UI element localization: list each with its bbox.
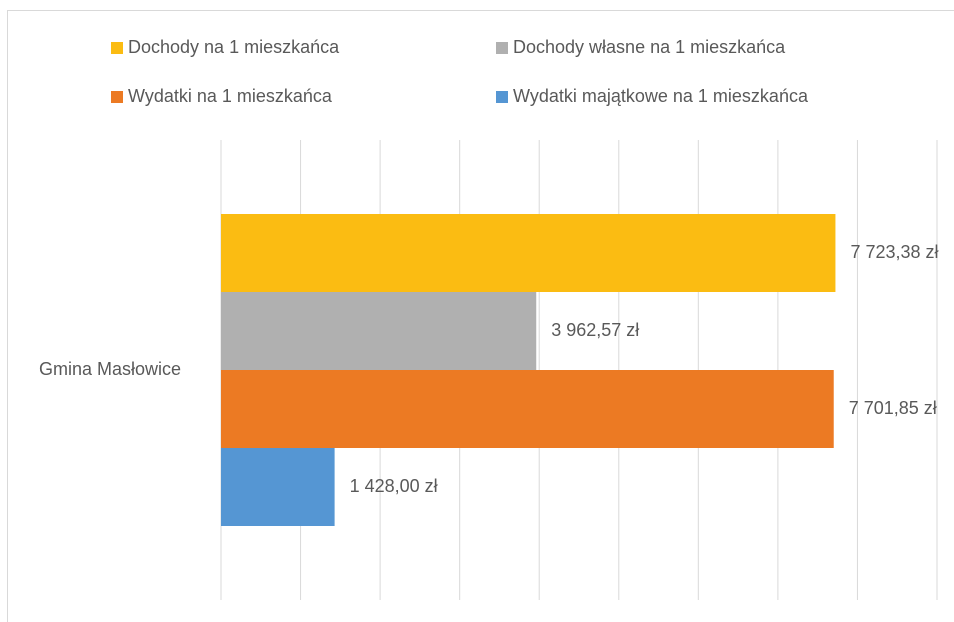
data-label: 7 723,38 zł xyxy=(850,242,938,262)
legend-swatch xyxy=(111,91,123,103)
legend-swatch xyxy=(111,42,123,54)
legend-label: Dochody na 1 mieszkańca xyxy=(128,37,340,57)
bar xyxy=(221,292,537,370)
legend-label: Wydatki na 1 mieszkańca xyxy=(128,86,333,106)
legend-label: Dochody własne na 1 mieszkańca xyxy=(513,37,786,57)
y-tick-label: Gmina Masłowice xyxy=(39,359,181,379)
legend-label: Wydatki majątkowe na 1 mieszkańca xyxy=(513,86,809,106)
data-label: 3 962,57 zł xyxy=(551,320,639,340)
chart-border xyxy=(7,10,954,622)
bar xyxy=(221,214,836,292)
data-label: 7 701,85 zł xyxy=(849,398,937,418)
bar xyxy=(221,448,335,526)
legend-swatch xyxy=(496,42,508,54)
data-label: 1 428,00 zł xyxy=(350,476,438,496)
legend-swatch xyxy=(496,91,508,103)
bar xyxy=(221,370,834,448)
